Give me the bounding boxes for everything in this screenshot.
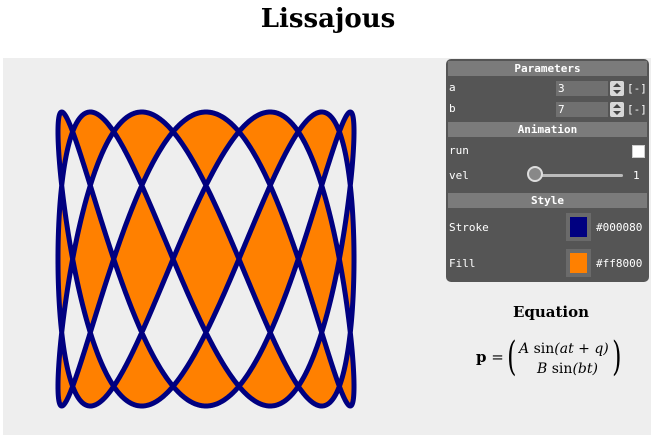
run-label: run (449, 144, 469, 157)
fill-hex: #ff8000 (596, 257, 643, 270)
chevron-up-icon[interactable] (613, 104, 621, 108)
vel-label: vel (449, 169, 469, 182)
b-label: b (449, 102, 456, 115)
vel-slider-track[interactable] (541, 174, 623, 177)
fill-color-swatch[interactable] (570, 253, 587, 273)
equation-equals: = (491, 348, 504, 366)
equation-vector: p (476, 348, 487, 366)
chevron-down-icon[interactable] (613, 111, 621, 115)
b-spinner[interactable] (610, 102, 624, 117)
chevron-down-icon[interactable] (613, 90, 621, 94)
stroke-color-swatch[interactable] (570, 217, 587, 237)
animation-header[interactable]: Animation (448, 122, 647, 137)
b-reset-button[interactable]: [-] (627, 103, 647, 116)
a-label: a (449, 81, 456, 94)
equation-formula: p = ( A sin(at + q) B sin(bt) ) (476, 337, 646, 385)
stroke-hex: #000080 (596, 221, 643, 234)
parameters-header[interactable]: Parameters (448, 61, 647, 76)
vel-value: 1 (633, 169, 640, 182)
stroke-label: Stroke (449, 221, 489, 234)
right-paren: ) (612, 334, 622, 380)
lissajous-curve (55, 109, 357, 409)
a-input[interactable]: 3 (556, 81, 608, 96)
vel-slider-handle[interactable] (527, 166, 543, 182)
lissajous-plot (55, 109, 357, 409)
style-header[interactable]: Style (448, 193, 647, 208)
equation-line-1: A sin(at + q) (519, 341, 609, 357)
controls-panel: Parameters a 3 [-] b 7 [-] Animation run… (446, 59, 649, 282)
left-paren: ( (507, 334, 517, 380)
equation-line-2: B sin(bt) (537, 361, 598, 377)
stroke-color-picker[interactable] (566, 213, 591, 241)
chevron-up-icon[interactable] (613, 83, 621, 87)
fill-color-picker[interactable] (566, 249, 591, 277)
fill-label: Fill (449, 257, 476, 270)
page-title: Lissajous (260, 4, 396, 34)
a-spinner[interactable] (610, 81, 624, 96)
run-checkbox[interactable] (632, 145, 645, 158)
a-reset-button[interactable]: [-] (627, 82, 647, 95)
equation-title: Equation (512, 303, 590, 321)
equation-lhs: p = (476, 348, 504, 366)
b-input[interactable]: 7 (556, 102, 608, 117)
